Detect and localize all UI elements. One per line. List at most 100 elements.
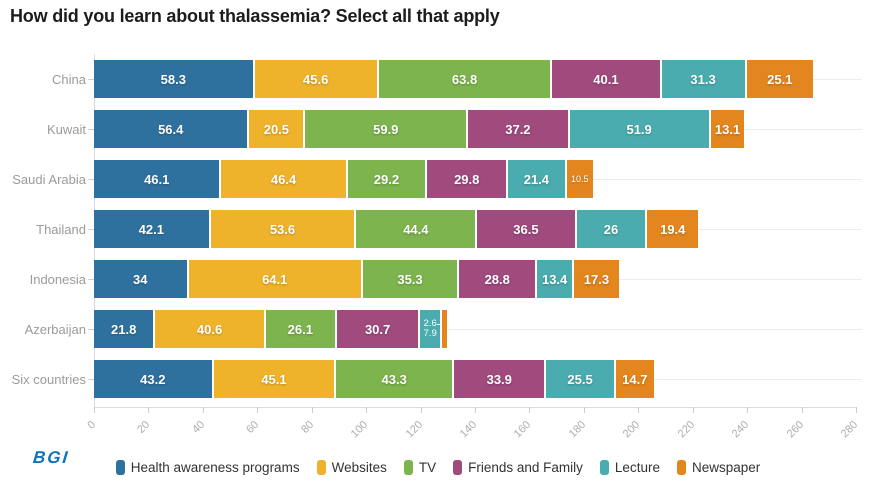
bar-segment[interactable]: 53.6 xyxy=(208,210,355,248)
bar-segment[interactable]: 43.2 xyxy=(94,360,212,398)
bar-segment[interactable]: 2.6 7.9 xyxy=(418,310,443,348)
legend-item: TV xyxy=(403,460,437,475)
bar-segment[interactable]: 43.3 xyxy=(334,360,453,398)
x-tick xyxy=(202,407,204,413)
y-tick xyxy=(88,328,94,330)
bar-value-label: 46.4 xyxy=(270,171,297,187)
bar-segment[interactable]: 44.4 xyxy=(354,210,476,248)
bar-segment[interactable]: 36.5 xyxy=(475,210,575,248)
legend-label: Health awareness programs xyxy=(130,460,300,475)
bar-value-label: 29.8 xyxy=(454,171,480,187)
label-leader-line xyxy=(436,324,443,325)
bar-segment[interactable]: 13.4 xyxy=(535,260,572,298)
bar-value-label: 64.1 xyxy=(262,271,288,287)
bar-segment[interactable]: 20.5 xyxy=(247,110,304,148)
x-tick xyxy=(529,407,531,413)
bar-row: China 58.3 45.6 63.8 40.1 31.3 25.1 xyxy=(0,54,876,104)
bar-value-label: 7.9 xyxy=(423,328,437,339)
bar-segment[interactable]: 33.9 xyxy=(452,360,545,398)
bar-track: 42.1 53.6 44.4 36.5 26 19.4 xyxy=(94,210,862,248)
bar-value-label: 13.4 xyxy=(541,271,568,287)
bar-value-label: 25.1 xyxy=(767,71,793,87)
legend-label: Newspaper xyxy=(691,460,761,475)
bar-segment[interactable]: 58.3 xyxy=(94,60,253,98)
bar-segment[interactable]: 34 xyxy=(94,260,187,298)
bar-segment[interactable]: 29.8 xyxy=(425,160,507,198)
bar-segment[interactable]: 25.5 xyxy=(544,360,614,398)
x-tick xyxy=(148,407,150,413)
legend-item: Friends and Family xyxy=(453,460,583,475)
bar-segment[interactable]: 10.5 xyxy=(564,160,594,198)
bar-segment[interactable]: 46.1 xyxy=(94,160,220,198)
category-label: Six countries xyxy=(11,371,86,387)
bar-rows: China 58.3 45.6 63.8 40.1 31.3 25.1 Kuwait 56.4 2… xyxy=(0,54,876,404)
y-tick xyxy=(88,228,94,230)
bar-segment[interactable]: 31.3 xyxy=(659,60,745,98)
bar-value-label: 34 xyxy=(133,271,148,287)
bar-value-label: 35.3 xyxy=(397,271,423,287)
legend-label: TV xyxy=(418,460,437,475)
bar-segment[interactable]: 28.8 xyxy=(457,260,536,298)
bar-value-label: 30.7 xyxy=(364,321,391,337)
bar-segment[interactable]: 29.2 xyxy=(345,160,426,198)
bar-segment[interactable]: 45.6 xyxy=(252,60,377,98)
bar-segment[interactable]: 21.8 xyxy=(94,310,154,348)
stacked-value-labels: 2.6 7.9 xyxy=(423,319,443,339)
bar-segment[interactable]: 37.2 xyxy=(466,110,568,148)
bar-value-label: 26 xyxy=(603,221,619,237)
category-label: Indonesia xyxy=(29,271,86,287)
bar-segment[interactable]: 46.4 xyxy=(219,160,346,198)
bar-segment[interactable]: 42.1 xyxy=(94,210,209,248)
category-label: Thailand xyxy=(36,221,86,237)
bar-value-label: 43.3 xyxy=(381,371,407,387)
bar-value-label: 51.9 xyxy=(626,121,652,137)
legend-item: Websites xyxy=(316,460,387,475)
legend-label: Websites xyxy=(331,460,387,475)
bar-segment[interactable]: 35.3 xyxy=(360,260,458,298)
legend-swatch xyxy=(676,460,686,475)
bar-value-label: 36.5 xyxy=(513,221,539,237)
bar-value-label: 63.8 xyxy=(451,71,478,87)
bar-value-label: 44.4 xyxy=(403,221,429,237)
bar-segment[interactable]: 13.1 xyxy=(708,110,745,148)
bar-value-label: 31.3 xyxy=(690,71,716,87)
legend-swatch xyxy=(599,460,609,475)
bar-segment[interactable]: 17.3 xyxy=(571,260,619,298)
legend-item: Health awareness programs xyxy=(115,460,300,475)
bar-value-label: 53.6 xyxy=(269,221,296,237)
bar-segment[interactable]: 26 xyxy=(574,210,646,248)
bar-row: Kuwait 56.4 20.5 59.9 37.2 51.9 13.1 xyxy=(0,104,876,154)
bar-value-label: 33.9 xyxy=(486,371,512,387)
bar-segment[interactable]: 56.4 xyxy=(94,110,248,148)
y-tick xyxy=(88,278,94,280)
bar-segment[interactable]: 26.1 xyxy=(263,310,335,348)
bar-value-label: 46.1 xyxy=(144,171,170,187)
bar-segment[interactable]: 25.1 xyxy=(744,60,813,98)
bar-value-label: 19.4 xyxy=(660,221,686,237)
bar-segment[interactable] xyxy=(439,310,447,348)
bar-value-label: 21.4 xyxy=(523,171,550,187)
category-label: Kuwait xyxy=(46,121,86,137)
bar-segment[interactable]: 64.1 xyxy=(186,260,361,298)
bar-segment[interactable]: 59.9 xyxy=(303,110,467,148)
y-tick xyxy=(88,128,94,130)
bar-track: 21.8 40.6 26.1 30.7 2.6 7.9 xyxy=(94,310,862,348)
legend-item: Lecture xyxy=(599,460,660,475)
bar-segment[interactable]: 21.4 xyxy=(506,160,565,198)
bar-track: 46.1 46.4 29.2 29.8 21.4 10.5 xyxy=(94,160,862,198)
bar-track: 56.4 20.5 59.9 37.2 51.9 13.1 xyxy=(94,110,862,148)
x-axis: 0 20 40 60 80 100 120 140 160 180 200 220 240 260 280 xyxy=(0,404,876,456)
bar-segment[interactable]: 30.7 xyxy=(334,310,419,348)
bar-segment[interactable]: 14.7 xyxy=(613,360,654,398)
bar-segment[interactable]: 63.8 xyxy=(376,60,551,98)
legend-item: Newspaper xyxy=(676,460,761,475)
bar-segment[interactable]: 40.6 xyxy=(153,310,264,348)
bar-segment[interactable]: 19.4 xyxy=(645,210,699,248)
bar-segment[interactable]: 45.1 xyxy=(211,360,335,398)
bar-segment[interactable]: 40.1 xyxy=(550,60,660,98)
legend-swatch xyxy=(316,460,326,475)
bar-row: Six countries 43.2 45.1 43.3 33.9 25.5 14.7 xyxy=(0,354,876,404)
y-tick xyxy=(88,378,94,380)
bar-segment[interactable]: 51.9 xyxy=(567,110,709,148)
bar-value-label: 26.1 xyxy=(287,321,313,337)
